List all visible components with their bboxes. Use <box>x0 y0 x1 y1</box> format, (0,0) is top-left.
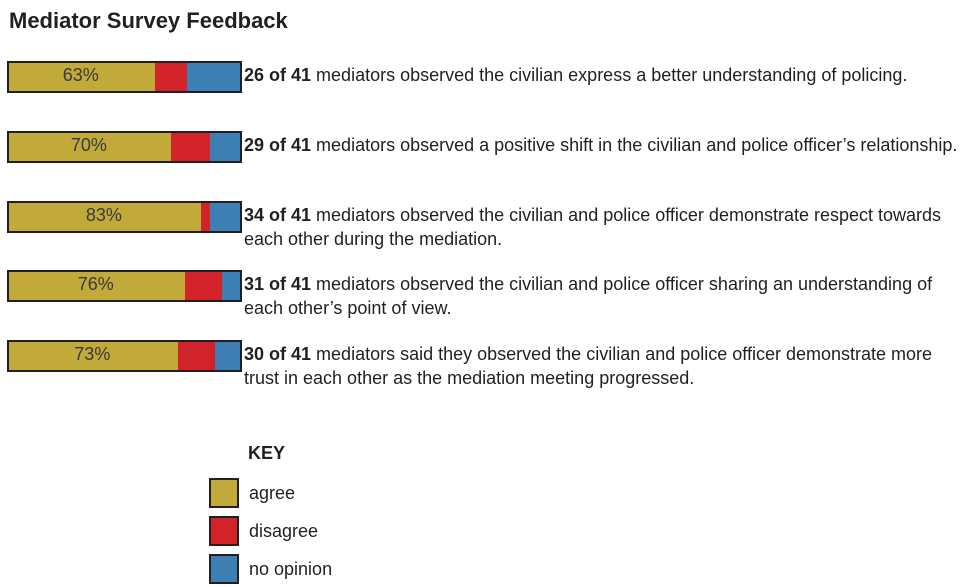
bar-segment-disagree <box>200 203 210 231</box>
key-swatch <box>209 516 239 546</box>
bar-segment-disagree <box>177 342 215 370</box>
stacked-bar <box>7 131 242 163</box>
row-text: mediators said they observed the civilia… <box>244 344 933 388</box>
row-description: 34 of 41 mediators observed the civilian… <box>244 203 962 251</box>
key-label: agree <box>249 483 296 503</box>
row-text: mediators observed the civilian and poli… <box>244 205 942 249</box>
stacked-bar <box>7 270 242 302</box>
mediator-count: 31 of 41 <box>244 274 312 294</box>
bar-segment-agree <box>9 272 185 300</box>
agree-percent-label: 63% <box>62 65 99 85</box>
agree-percent-label: 70% <box>70 135 107 155</box>
mediator-count: 34 of 41 <box>244 205 312 225</box>
chart-title: Mediator Survey Feedback <box>9 8 288 33</box>
key-label: disagree <box>249 521 319 541</box>
bar-segment-agree <box>9 133 171 161</box>
stacked-bar <box>7 61 242 93</box>
agree-percent-label: 76% <box>77 274 114 294</box>
bar-segment-disagree <box>170 133 210 161</box>
bar-segment-disagree <box>154 63 187 91</box>
row-description: 26 of 41 mediators observed the civilian… <box>244 63 962 87</box>
key-swatch <box>209 554 239 584</box>
mediator-count: 30 of 41 <box>244 344 312 364</box>
stacked-bar <box>7 340 242 372</box>
mediator-count: 26 of 41 <box>244 65 312 85</box>
mediator-count: 29 of 41 <box>244 135 312 155</box>
bar-segment-no-opinion <box>186 63 240 91</box>
bar-segment-agree <box>9 63 155 91</box>
bar-segment-no-opinion <box>221 272 240 300</box>
bar-segment-agree <box>9 203 201 231</box>
row-description: 31 of 41 mediators observed the civilian… <box>244 272 962 320</box>
key-swatch <box>209 478 239 508</box>
key-label: no opinion <box>249 559 333 579</box>
bar-segment-agree <box>9 342 178 370</box>
bar-segment-no-opinion <box>214 342 240 370</box>
agree-percent-label: 73% <box>74 344 111 364</box>
key-title: KEY <box>248 443 286 463</box>
row-text: mediators observed the civilian and poli… <box>244 274 933 318</box>
row-text: mediators observed the civilian express … <box>311 65 908 85</box>
bar-segment-no-opinion <box>209 203 240 231</box>
agree-percent-label: 83% <box>85 205 122 225</box>
row-description: 30 of 41 mediators said they observed th… <box>244 342 962 390</box>
bar-segment-no-opinion <box>209 133 240 161</box>
row-text: mediators observed a positive shift in t… <box>311 135 958 155</box>
bar-segment-disagree <box>184 272 222 300</box>
row-description: 29 of 41 mediators observed a positive s… <box>244 133 962 157</box>
stacked-bar <box>7 201 242 233</box>
